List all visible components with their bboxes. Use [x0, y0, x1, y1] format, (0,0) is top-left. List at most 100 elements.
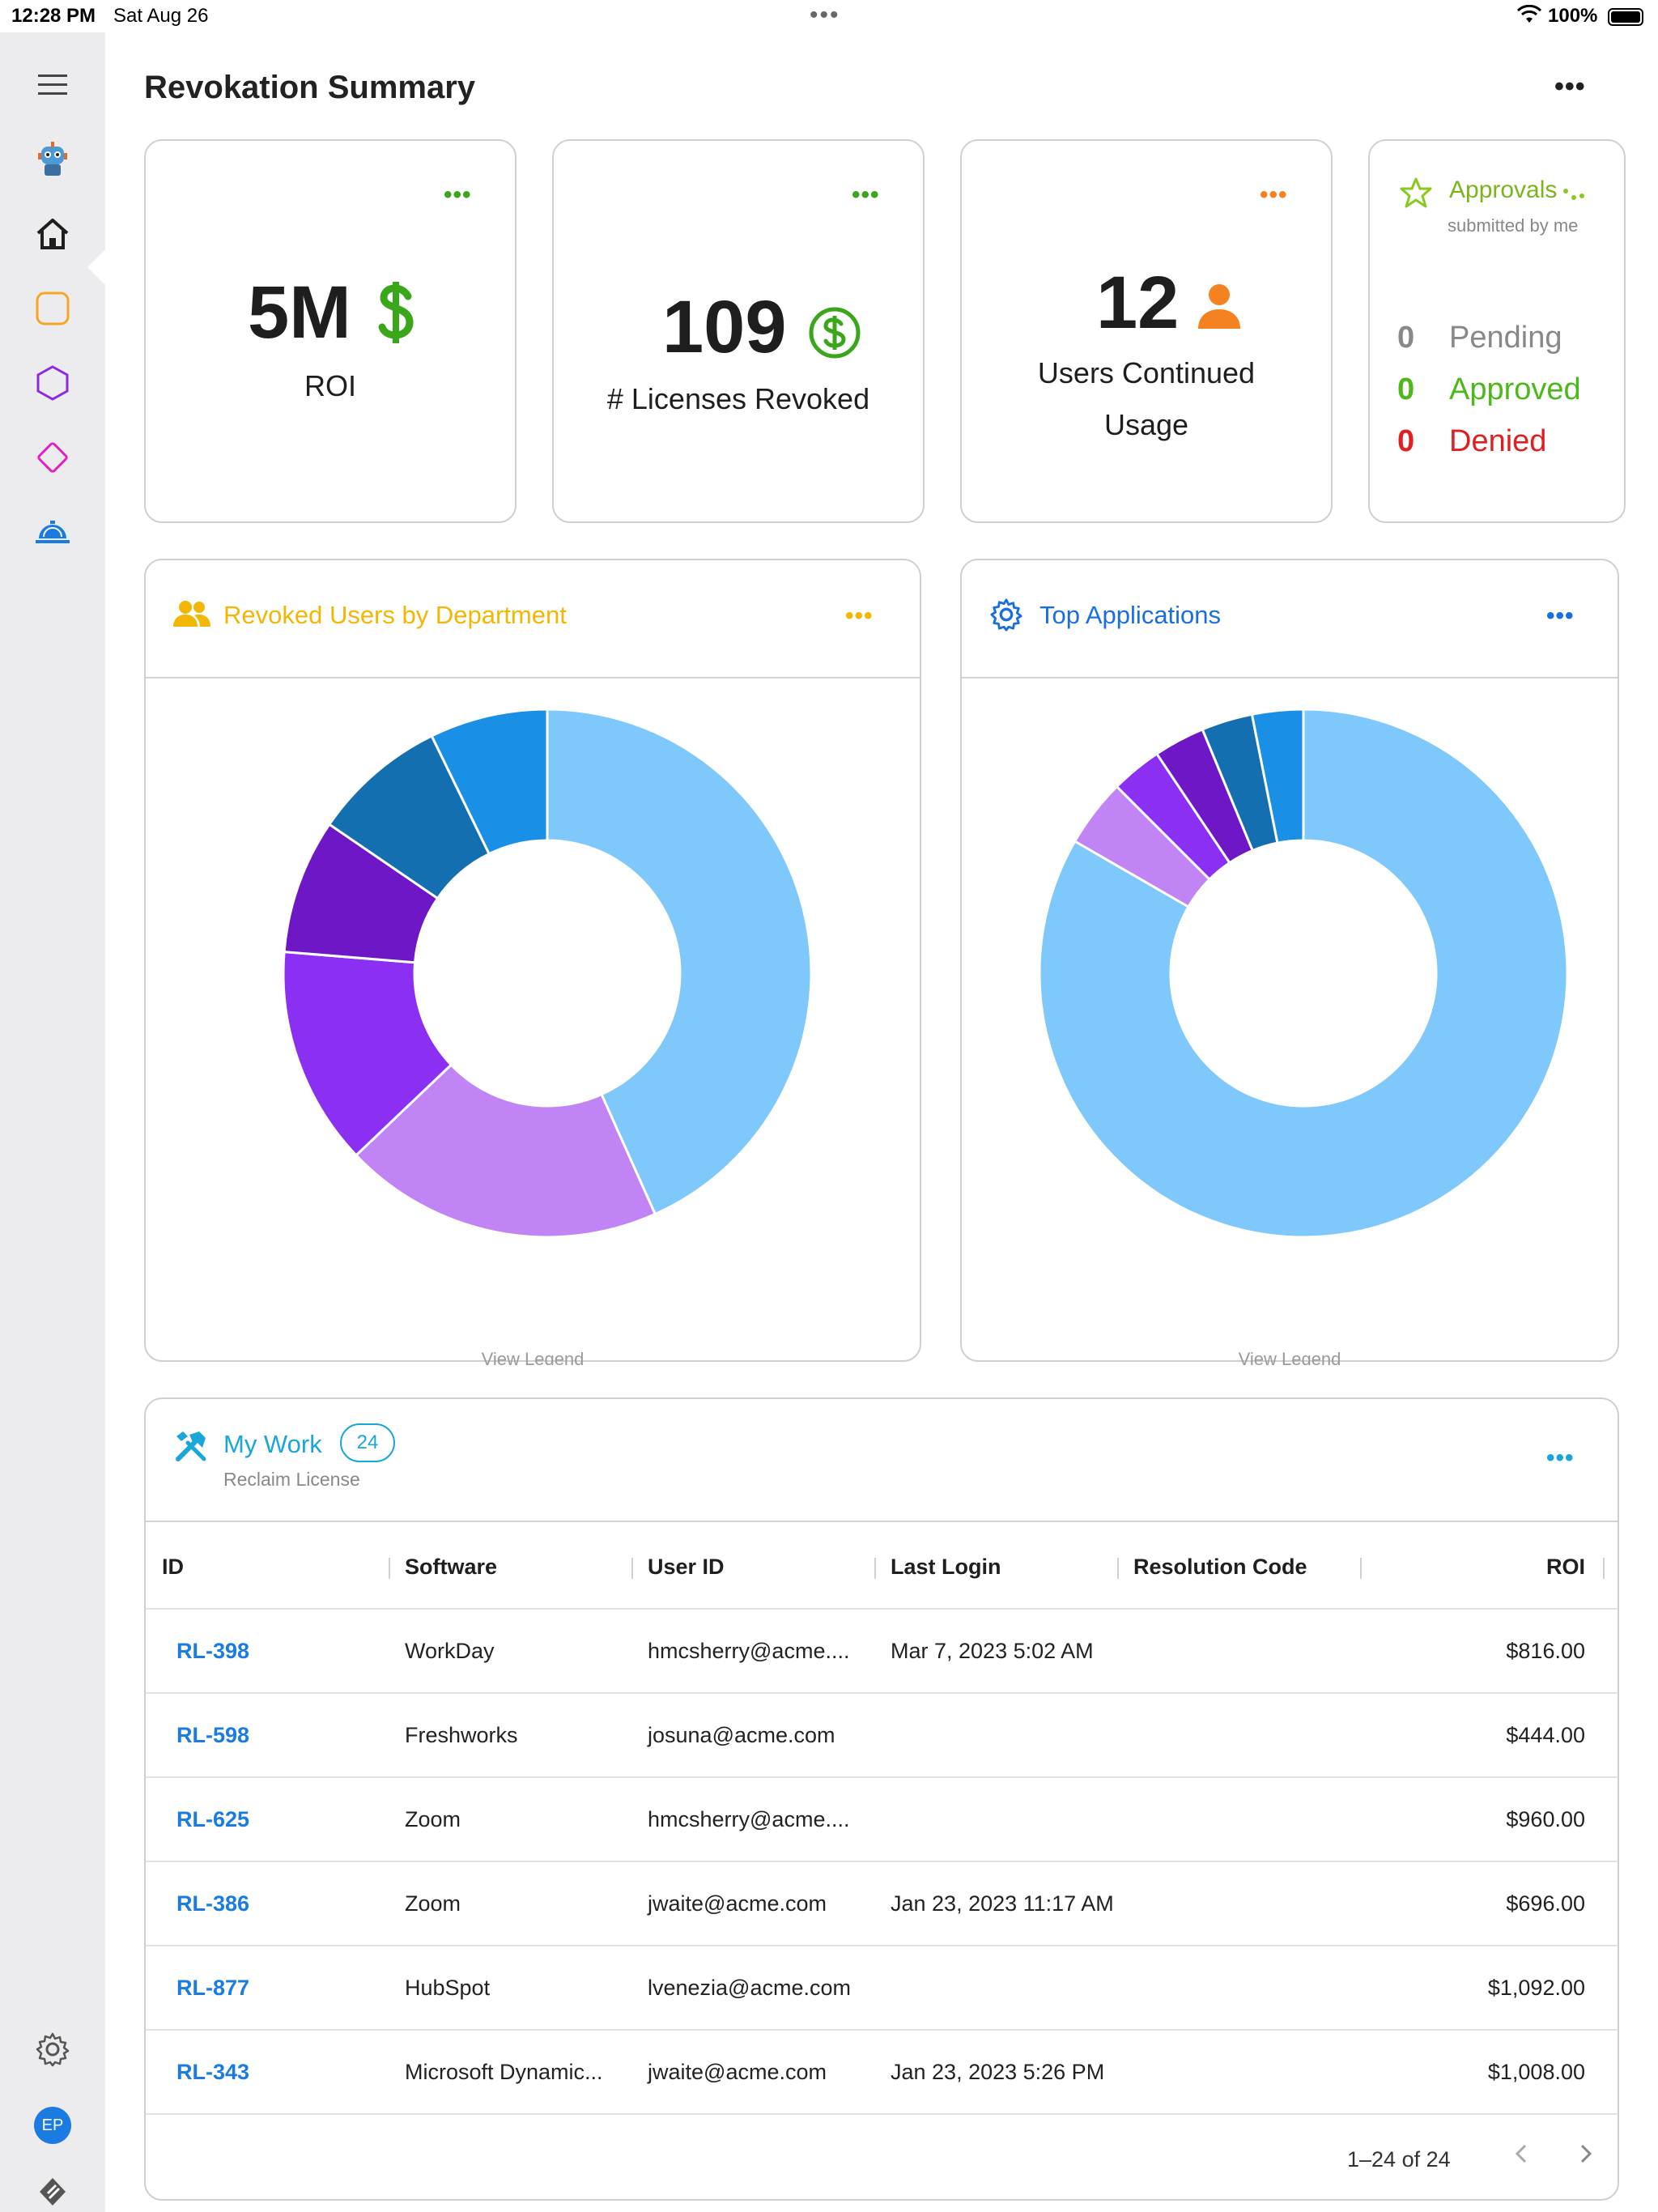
users-label-line2: Usage [1103, 408, 1189, 441]
status-bar: 12:28 PM Sat Aug 26 ••• 100% [0, 0, 1658, 32]
cell-id[interactable]: RL-343 [176, 2060, 250, 2084]
page-more-options-icon[interactable]: ••• [1554, 71, 1586, 102]
cell-user-id: lvenezia@acme.com [648, 1976, 852, 2000]
department-donut-chart[interactable] [146, 678, 920, 1326]
applications-donut-chart[interactable] [962, 678, 1618, 1326]
column-header-last-login[interactable]: Last Login [891, 1555, 1001, 1579]
cell-id[interactable]: RL-386 [176, 1891, 250, 1916]
divider [146, 677, 920, 678]
chart1-more-icon[interactable]: ••• [845, 602, 874, 629]
active-indicator [87, 249, 105, 285]
home-icon[interactable] [32, 214, 73, 254]
users-label-line1: Users Continued [1037, 356, 1256, 389]
cell-last-login: Jan 23, 2023 5:26 PM [891, 2060, 1105, 2084]
users-card-more-icon[interactable]: ••• [1260, 181, 1288, 208]
cell-software: Zoom [405, 1807, 461, 1831]
hexagon-app-icon[interactable] [32, 363, 73, 403]
cell-user-id: jwaite@acme.com [648, 1891, 827, 1916]
battery-icon [1608, 8, 1643, 26]
chart1-title: Revoked Users by Department [223, 601, 567, 629]
previous-page-icon[interactable] [1512, 2141, 1532, 2172]
approval-label: Denied [1449, 424, 1547, 458]
approval-status-row[interactable]: 0 Approved [1397, 372, 1581, 407]
column-separator [389, 1558, 390, 1579]
cell-user-id: josuna@acme.com [648, 1723, 835, 1747]
licenses-card-more-icon[interactable]: ••• [852, 181, 880, 208]
cell-id[interactable]: RL-398 [176, 1639, 250, 1663]
approvals-subtitle: submitted by me [1448, 215, 1579, 236]
chart2-view-legend-link[interactable]: View Legend [1238, 1349, 1341, 1365]
hamburger-menu-icon[interactable] [32, 65, 73, 105]
cell-roi: $1,008.00 [1487, 2060, 1585, 2084]
users-card: ••• 12 Users Continued Usage [960, 139, 1333, 523]
table-row[interactable]: RL-386 Zoom jwaite@acme.com Jan 23, 2023 11… [146, 1862, 1618, 1946]
approval-label: Approved [1449, 372, 1581, 406]
licenses-label: # Licenses Revoked [606, 382, 870, 415]
square-app-icon[interactable] [32, 288, 73, 329]
pagination-label: 1–24 of 24 [1347, 2147, 1451, 2172]
column-separator [1360, 1558, 1362, 1579]
sidebar: EP [0, 32, 105, 2212]
roi-label: ROI [304, 369, 356, 402]
gear-icon [989, 598, 1025, 633]
column-separator [631, 1558, 633, 1579]
column-header-roi[interactable]: ROI [1545, 1555, 1585, 1579]
tools-icon [173, 1428, 209, 1468]
donut-slice[interactable] [282, 951, 453, 1157]
cell-roi: $1,092.00 [1487, 1976, 1585, 2000]
cell-user-id: jwaite@acme.com [648, 2060, 827, 2084]
roi-card: ••• 5M ROI [144, 139, 517, 523]
cell-id[interactable]: RL-625 [176, 1807, 250, 1831]
cell-id[interactable]: RL-877 [176, 1976, 250, 2000]
column-header-id[interactable]: ID [162, 1555, 184, 1579]
diamond-app-icon[interactable] [32, 437, 73, 478]
page-title: Revokation Summary [144, 70, 476, 105]
donut-slice[interactable] [546, 708, 813, 1216]
approval-status-row[interactable]: 0 Pending [1397, 321, 1562, 355]
multitasking-dots-icon[interactable]: ••• [810, 2, 840, 28]
column-header-software[interactable]: Software [405, 1555, 498, 1579]
approvals-title: Approvals [1449, 177, 1558, 203]
cell-software: Freshworks [405, 1723, 518, 1747]
approval-status-row[interactable]: 0 Denied [1397, 424, 1546, 459]
donut-slice[interactable] [1038, 708, 1569, 1239]
approvals-more-icon[interactable] [1562, 186, 1585, 206]
table-row[interactable]: RL-343 Microsoft Dynamic... jwaite@acme.co… [146, 2031, 1618, 2115]
table-row[interactable]: RL-877 HubSpot lvenezia@acme.com $1,092.00 [146, 1946, 1618, 2031]
licenses-card: ••• 109 # Licenses Revoked [552, 139, 925, 523]
chart1-view-legend-link[interactable]: View Legend [481, 1349, 585, 1365]
user-avatar[interactable]: EP [34, 2107, 71, 2144]
cell-last-login: Jan 23, 2023 11:17 AM [891, 1891, 1114, 1916]
table-row[interactable]: RL-598 Freshworks josuna@acme.com $444.00 [146, 1694, 1618, 1778]
column-header-resolution-code[interactable]: Resolution Code [1133, 1555, 1307, 1579]
approval-count: 0 [1397, 372, 1415, 406]
wifi-icon [1516, 4, 1542, 30]
roi-card-more-icon[interactable]: ••• [444, 181, 472, 208]
star-icon [1399, 177, 1433, 213]
donut-slice[interactable] [354, 1062, 657, 1239]
donut-slice[interactable] [430, 708, 549, 856]
column-separator [1603, 1558, 1605, 1579]
my-work-more-icon[interactable]: ••• [1546, 1444, 1575, 1471]
chart2-more-icon[interactable]: ••• [1546, 602, 1575, 629]
cell-roi: $816.00 [1506, 1639, 1585, 1663]
table-row[interactable]: RL-398 WorkDay hmcsherry@acme.... Mar 7, 20… [146, 1610, 1618, 1694]
cell-roi: $696.00 [1506, 1891, 1585, 1916]
cell-id[interactable]: RL-598 [176, 1723, 250, 1747]
brand-logo-icon[interactable] [32, 2172, 73, 2212]
cell-user-id: hmcsherry@acme.... [648, 1639, 850, 1663]
cell-last-login: Mar 7, 2023 5:02 AM [891, 1639, 1094, 1663]
table-row[interactable]: RL-625 Zoom hmcsherry@acme.... $960.00 [146, 1778, 1618, 1862]
cell-roi: $444.00 [1506, 1723, 1585, 1747]
people-group-icon [173, 598, 210, 633]
settings-gear-icon[interactable] [32, 2029, 73, 2069]
service-bell-icon[interactable] [32, 512, 73, 552]
column-header-user-id[interactable]: User ID [648, 1555, 725, 1579]
robot-logo-icon[interactable] [32, 139, 73, 180]
next-page-icon[interactable] [1575, 2141, 1595, 2172]
roi-value: 5M [248, 271, 351, 354]
donut-slice[interactable] [1250, 708, 1305, 844]
approvals-card[interactable]: Approvals submitted by me 0 Pending 0 Appro… [1368, 139, 1626, 523]
cell-software: WorkDay [405, 1639, 495, 1663]
cell-software: HubSpot [405, 1976, 491, 2000]
